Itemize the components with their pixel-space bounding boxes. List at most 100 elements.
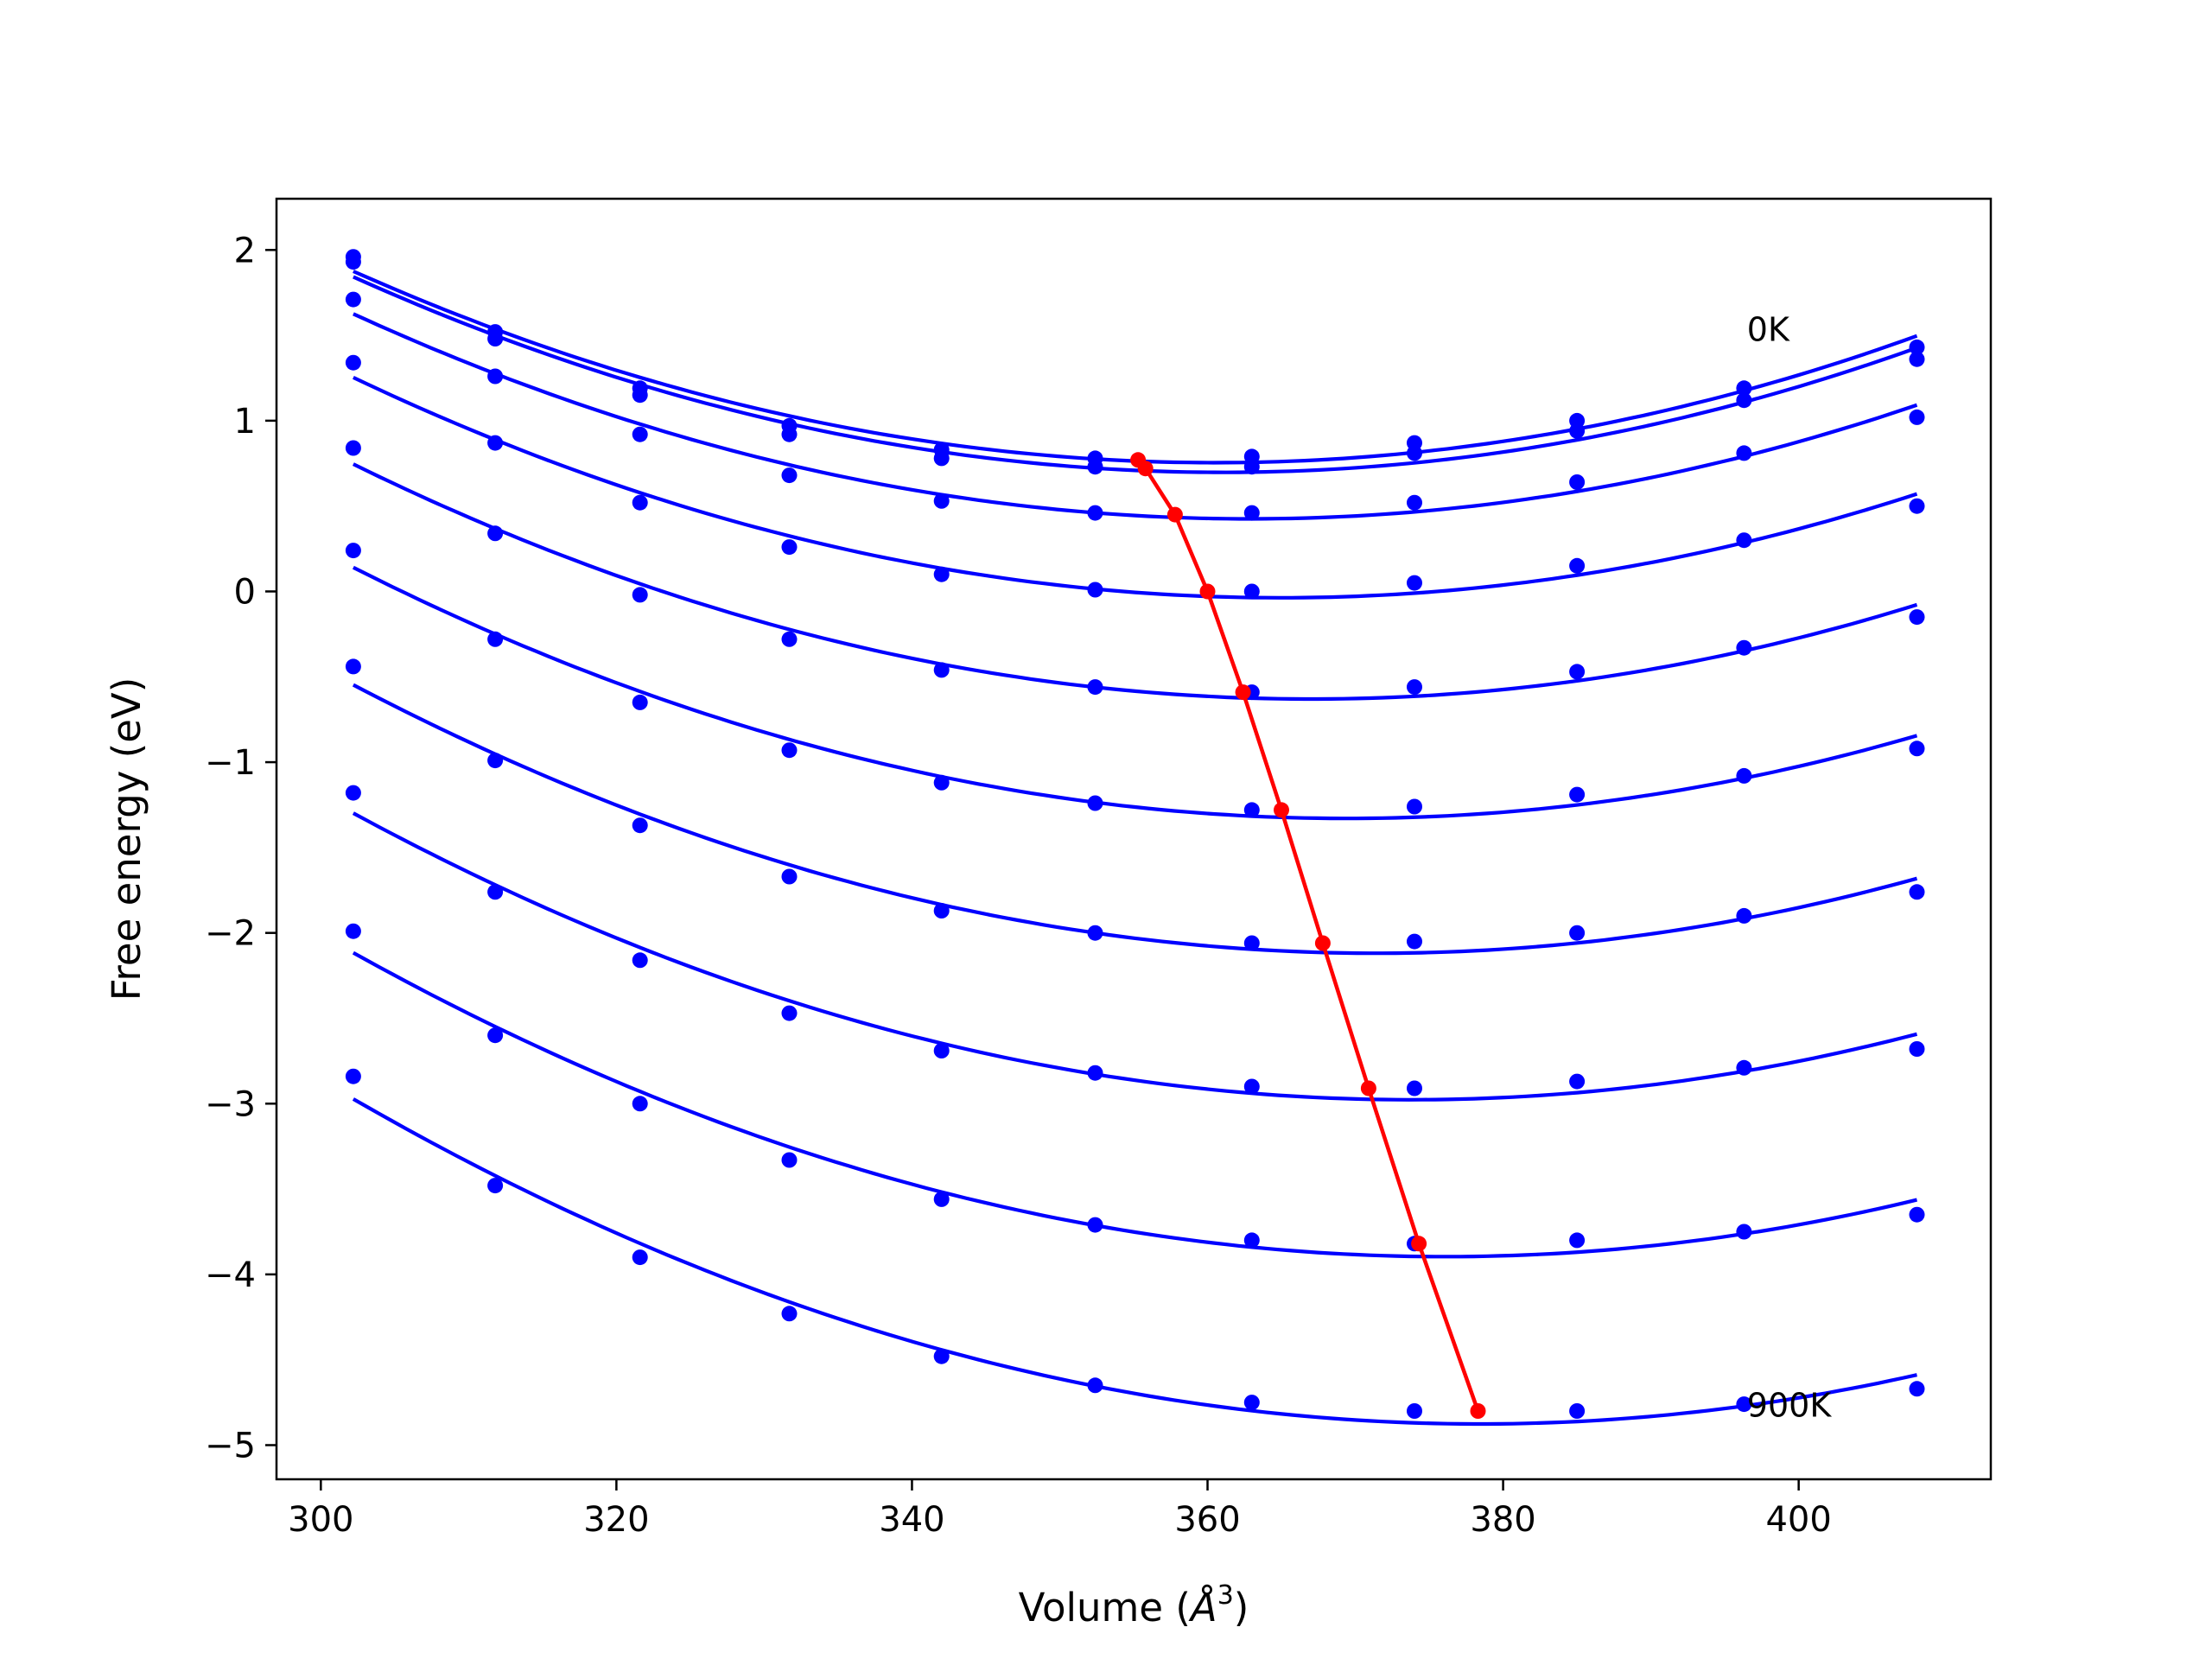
x-axis-label-exp: 3 xyxy=(1217,1580,1234,1611)
data-point xyxy=(1736,1059,1752,1076)
data-point xyxy=(632,1249,648,1266)
data-point xyxy=(1243,1395,1260,1411)
data-point xyxy=(1736,1396,1752,1413)
data-point xyxy=(1243,935,1260,951)
data-point xyxy=(1736,639,1752,656)
data-point xyxy=(1407,933,1422,950)
data-point xyxy=(345,923,361,939)
data-point xyxy=(345,785,361,801)
data-point xyxy=(1569,1073,1586,1090)
x-tick-label: 360 xyxy=(1174,1500,1240,1540)
plot-frame xyxy=(275,197,1993,1481)
x-tick-label: 320 xyxy=(583,1500,649,1540)
data-point xyxy=(933,903,950,918)
data-point xyxy=(1243,1078,1260,1095)
data-point xyxy=(487,631,504,647)
y-tick-label: −5 xyxy=(205,1426,256,1465)
data-point xyxy=(781,1152,798,1168)
data-point xyxy=(933,493,950,509)
minimum-point xyxy=(1470,1403,1486,1419)
data-point xyxy=(1087,925,1103,941)
data-point xyxy=(1909,1381,1925,1397)
x-tick-label: 300 xyxy=(288,1500,353,1540)
data-point xyxy=(1407,798,1422,815)
data-point xyxy=(781,426,798,442)
data-point xyxy=(1909,351,1925,367)
series-line-4 xyxy=(352,462,1918,702)
data-point xyxy=(487,435,504,451)
minima-layer xyxy=(1130,452,1486,1419)
data-point xyxy=(1736,445,1752,461)
data-point xyxy=(1087,582,1103,598)
x-axis-label: Volume (Å3) xyxy=(1019,1580,1249,1630)
data-point xyxy=(1087,459,1103,475)
data-point xyxy=(1569,925,1586,941)
series-line-3 xyxy=(353,375,1918,600)
data-point xyxy=(781,631,798,647)
series-line-5 xyxy=(352,565,1918,821)
minima-line xyxy=(1136,458,1480,1412)
data-point xyxy=(632,387,648,404)
data-point xyxy=(1909,741,1925,757)
data-point xyxy=(781,1005,798,1021)
x-axis: 300 320 340 360 380 400 xyxy=(288,1479,1832,1540)
y-tick-label: 2 xyxy=(234,231,256,270)
annotation-label: 0K xyxy=(1747,311,1790,349)
data-point xyxy=(632,694,648,710)
data-point xyxy=(345,543,361,559)
y-tick-label: 0 xyxy=(234,572,256,612)
data-point xyxy=(487,368,504,385)
x-axis-label-prefix: Volume ( xyxy=(1019,1585,1191,1630)
data-point xyxy=(632,952,648,969)
y-tick-label: −1 xyxy=(205,743,256,783)
minimum-point xyxy=(1137,461,1154,477)
x-tick-label: 380 xyxy=(1470,1500,1535,1540)
data-point xyxy=(1736,392,1752,409)
series-line-2 xyxy=(353,312,1918,521)
data-point xyxy=(933,450,950,467)
series-line-6 xyxy=(352,683,1918,956)
data-point xyxy=(487,525,504,542)
annotation-label: 900K xyxy=(1747,1387,1833,1425)
data-point xyxy=(1087,505,1103,521)
y-tick-label: 1 xyxy=(234,402,256,442)
data-point xyxy=(933,662,950,678)
y-tick-label: −3 xyxy=(205,1084,256,1124)
data-point xyxy=(632,587,648,603)
series-line-8 xyxy=(352,950,1917,1259)
data-point xyxy=(345,440,361,456)
data-point xyxy=(1909,339,1925,355)
data-point xyxy=(1407,494,1422,511)
data-point xyxy=(1909,498,1925,514)
data-point xyxy=(781,539,798,556)
data-point xyxy=(1569,557,1586,574)
series-line-7 xyxy=(352,811,1918,1102)
data-point xyxy=(1407,575,1422,591)
data-point xyxy=(632,426,648,442)
data-point xyxy=(345,354,361,371)
data-point xyxy=(487,331,504,346)
data-point xyxy=(1243,505,1260,521)
data-point xyxy=(1569,664,1586,680)
minimum-point xyxy=(1199,583,1216,600)
data-point xyxy=(487,1178,504,1194)
data-point xyxy=(1909,609,1925,626)
data-point xyxy=(1087,1217,1103,1233)
data-point xyxy=(933,1348,950,1364)
data-point xyxy=(1569,423,1586,439)
data-point xyxy=(487,884,504,900)
minimum-point xyxy=(1274,802,1289,818)
data-point xyxy=(1407,1080,1422,1096)
data-point xyxy=(632,1096,648,1112)
minimum-point xyxy=(1235,684,1251,701)
data-point xyxy=(933,566,950,582)
data-point xyxy=(1087,1065,1103,1081)
data-point xyxy=(1569,1232,1586,1249)
data-point xyxy=(1243,1232,1260,1249)
data-point xyxy=(1243,583,1260,600)
minimum-point xyxy=(1314,935,1331,951)
series-line-1 xyxy=(353,275,1918,474)
data-point xyxy=(1087,1377,1103,1394)
annotations: 0K 900K xyxy=(1747,311,1833,1425)
